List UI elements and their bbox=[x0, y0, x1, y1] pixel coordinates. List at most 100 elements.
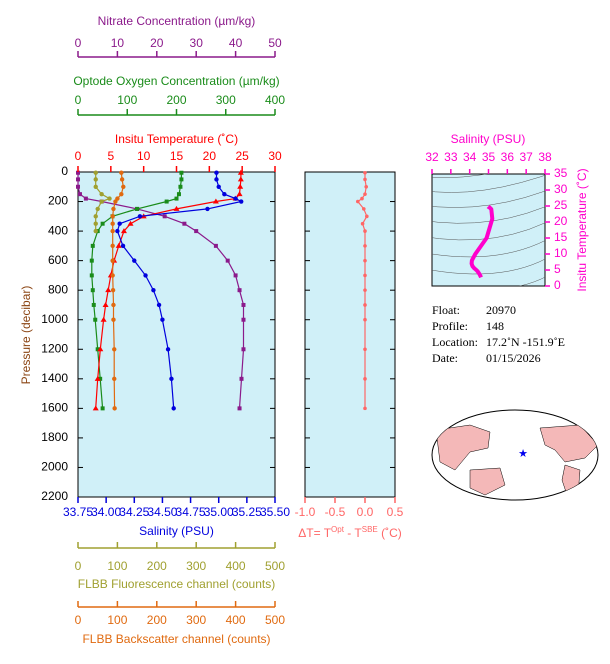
point bbox=[110, 273, 115, 278]
x-tick-label: 37 bbox=[519, 150, 533, 164]
x-tick-label: 15 bbox=[170, 149, 184, 163]
y-tick-label: 15 bbox=[554, 230, 568, 244]
point bbox=[111, 206, 116, 212]
profile-line bbox=[95, 172, 111, 232]
point bbox=[169, 376, 174, 382]
y-tick-label: 2200 bbox=[41, 489, 68, 503]
x-tick-label: 500 bbox=[265, 613, 285, 627]
point bbox=[363, 317, 367, 322]
point bbox=[110, 243, 115, 249]
x-tick-label: 300 bbox=[186, 613, 206, 627]
x-tick-label: 40 bbox=[229, 36, 243, 50]
info-value: 17.2˚N -151.9˚E bbox=[486, 335, 565, 349]
point bbox=[135, 206, 140, 211]
point bbox=[99, 199, 104, 204]
y-tick-label: 1200 bbox=[41, 341, 68, 355]
world-map: ★ bbox=[431, 409, 599, 501]
point bbox=[94, 375, 101, 381]
x-axis-title: FLBB Fluorescence channel (counts) bbox=[78, 577, 275, 591]
x-axis-title-part: Opt bbox=[331, 525, 345, 534]
x-axis-title: Optode Oxygen Concentration (µm/kg) bbox=[73, 74, 279, 88]
point bbox=[132, 258, 137, 263]
point bbox=[362, 207, 366, 211]
point bbox=[363, 244, 367, 248]
point bbox=[120, 243, 126, 249]
point bbox=[236, 191, 243, 197]
x-tick-label: 34.25 bbox=[119, 505, 149, 519]
point bbox=[214, 177, 219, 182]
x-tick-label: 38 bbox=[538, 150, 552, 164]
x-tick-label: 500 bbox=[265, 559, 285, 573]
point bbox=[205, 206, 210, 212]
point bbox=[102, 301, 109, 307]
x-tick-label: 32 bbox=[425, 150, 439, 164]
info-label: Float: bbox=[432, 303, 460, 317]
point bbox=[241, 302, 246, 307]
point bbox=[127, 220, 134, 226]
point bbox=[95, 347, 100, 352]
info-label: Profile: bbox=[432, 319, 468, 333]
x-tick-label: 0 bbox=[75, 36, 82, 50]
y-tick-label: 0 bbox=[61, 164, 68, 178]
point bbox=[363, 377, 367, 381]
main-plot-area bbox=[77, 171, 276, 498]
point bbox=[89, 273, 94, 278]
point bbox=[165, 347, 171, 352]
point bbox=[363, 406, 367, 411]
x-tick-label: 0 bbox=[75, 559, 82, 573]
point bbox=[363, 288, 367, 292]
point bbox=[212, 198, 219, 204]
point bbox=[162, 214, 167, 219]
point bbox=[237, 183, 244, 189]
x-tick-label: 20 bbox=[150, 36, 164, 50]
point bbox=[178, 184, 183, 189]
point bbox=[111, 317, 116, 322]
point bbox=[76, 170, 80, 175]
point bbox=[356, 199, 360, 204]
point bbox=[237, 406, 242, 411]
point bbox=[97, 346, 104, 352]
x-tick-label: 33 bbox=[444, 150, 458, 164]
point bbox=[93, 317, 98, 322]
x-tick-label: 200 bbox=[147, 613, 167, 627]
point bbox=[174, 196, 179, 201]
point bbox=[233, 196, 238, 201]
point bbox=[115, 228, 120, 234]
point bbox=[112, 376, 117, 382]
x-tick-label: 33.75 bbox=[63, 505, 93, 519]
y-tick-label: 10 bbox=[554, 246, 568, 260]
point bbox=[105, 287, 112, 293]
point bbox=[239, 199, 244, 204]
y-axis-title: Pressure (decibar) bbox=[19, 286, 33, 385]
point bbox=[225, 258, 230, 263]
point bbox=[171, 406, 176, 411]
info-label: Date: bbox=[432, 351, 458, 365]
point bbox=[99, 191, 104, 197]
point bbox=[237, 169, 244, 175]
y-axis-title: Insitu Temperature (˚C) bbox=[575, 168, 589, 291]
y-tick-label: 2000 bbox=[41, 460, 68, 474]
x-tick-label: 5 bbox=[107, 149, 114, 163]
x-tick-label: 35 bbox=[482, 150, 496, 164]
point bbox=[100, 406, 105, 411]
point bbox=[113, 199, 118, 204]
y-tick-label: 800 bbox=[48, 282, 68, 296]
point bbox=[110, 228, 115, 234]
y-tick-label: 5 bbox=[554, 262, 561, 276]
point bbox=[117, 221, 122, 226]
x-tick-label: 30 bbox=[268, 149, 282, 163]
x-axis-title: Insitu Temperature (˚C) bbox=[115, 132, 238, 146]
point bbox=[92, 405, 99, 411]
point bbox=[164, 199, 169, 204]
float-info: Float: 20970 Profile: 148 Location: 17.2˚N -1… bbox=[432, 303, 565, 365]
x-tick-label: 0 bbox=[75, 149, 82, 163]
point bbox=[91, 302, 96, 307]
point bbox=[214, 170, 219, 175]
point bbox=[95, 206, 100, 212]
float-location-star: ★ bbox=[518, 448, 528, 460]
point bbox=[90, 243, 95, 248]
x-tick-label: 30 bbox=[190, 36, 204, 50]
point bbox=[237, 176, 244, 182]
point bbox=[156, 302, 162, 308]
point bbox=[120, 228, 127, 234]
